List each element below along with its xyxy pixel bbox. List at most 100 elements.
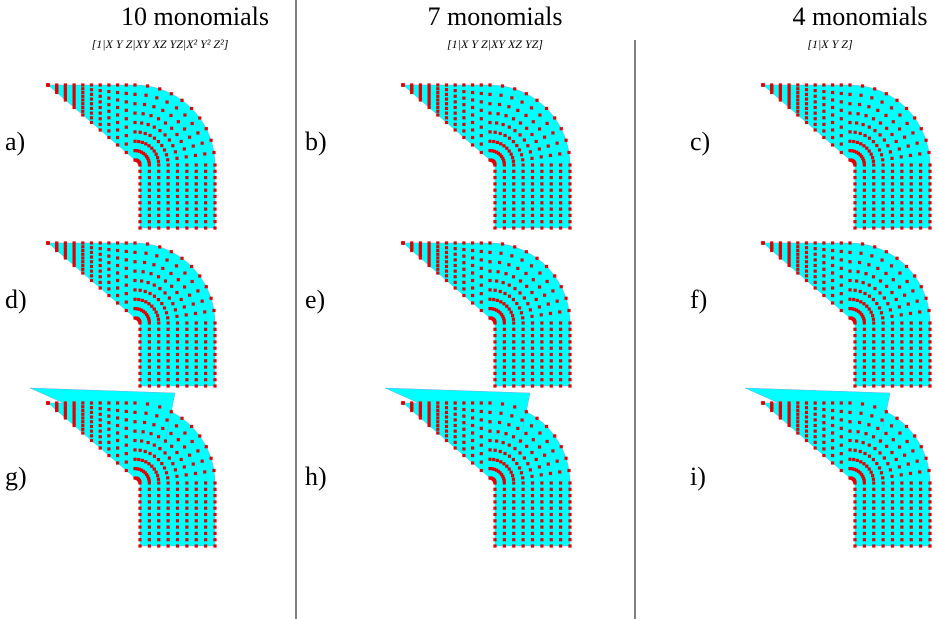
mesh-node <box>140 298 144 303</box>
mesh-node <box>63 243 67 247</box>
mesh-node <box>831 293 835 298</box>
mesh-node <box>862 384 866 388</box>
mesh-node <box>761 83 765 87</box>
mesh-node <box>900 169 904 173</box>
mesh-node <box>865 464 869 468</box>
mesh-node <box>488 420 492 424</box>
mesh-node <box>870 314 875 318</box>
mesh-node <box>194 188 198 192</box>
mesh-node <box>89 92 94 96</box>
mesh-node <box>488 307 492 311</box>
mesh-node <box>853 544 857 548</box>
mesh-node <box>853 448 857 452</box>
mesh-node <box>98 269 102 273</box>
mesh-node <box>540 163 544 167</box>
mesh-node <box>462 414 466 418</box>
mesh-node <box>166 182 170 186</box>
mesh-node <box>862 500 866 504</box>
mesh-node <box>867 263 871 267</box>
mesh-node <box>488 278 492 283</box>
mesh-node <box>853 494 857 498</box>
mesh-node <box>512 365 516 369</box>
mesh-node <box>81 267 85 271</box>
mesh-node <box>512 378 516 382</box>
mesh-node <box>116 301 120 305</box>
mesh-node <box>521 346 525 350</box>
mesh-node <box>839 418 843 422</box>
mesh-node <box>444 120 449 125</box>
mesh-node <box>204 531 208 535</box>
mesh-node <box>135 307 139 311</box>
mesh-node <box>872 321 876 325</box>
mesh-node <box>501 280 505 285</box>
mesh-node <box>72 105 76 110</box>
mesh-node <box>495 439 499 443</box>
mesh-node <box>528 468 533 472</box>
mesh-node <box>204 226 208 230</box>
mesh-node <box>848 269 852 273</box>
mesh-node <box>175 213 180 217</box>
mesh-node <box>530 544 535 548</box>
mesh-node <box>166 220 170 224</box>
mesh-node <box>444 424 449 429</box>
mesh-node <box>138 365 142 369</box>
mesh-node <box>146 474 150 479</box>
mesh-node <box>568 176 572 180</box>
mesh-node <box>453 412 457 416</box>
mesh-node <box>462 421 466 425</box>
mesh-node <box>928 487 932 491</box>
mesh-node <box>512 531 516 535</box>
mesh-node <box>147 352 151 357</box>
mesh-node <box>204 327 208 331</box>
mesh-node <box>804 241 809 245</box>
mesh-node <box>81 109 85 113</box>
mesh-node <box>870 254 874 258</box>
mesh-node <box>499 93 503 97</box>
mesh-node <box>147 207 151 211</box>
mesh-node <box>555 141 559 145</box>
mesh-node <box>462 109 466 113</box>
mesh-node <box>72 401 76 405</box>
mesh-node <box>81 248 85 253</box>
mesh-node <box>787 412 791 416</box>
mesh-node <box>147 182 151 186</box>
panel-label: c) <box>690 127 710 156</box>
mesh-node <box>427 86 431 90</box>
mesh-node <box>147 476 151 481</box>
mesh-node <box>142 260 147 265</box>
mesh-node <box>204 506 208 510</box>
mesh-node <box>546 302 550 306</box>
mesh-node <box>521 220 525 224</box>
mesh-node <box>462 247 466 252</box>
mesh-node <box>137 457 141 462</box>
mesh-node <box>890 450 894 455</box>
mesh-node <box>900 207 904 211</box>
mesh-node <box>194 487 198 491</box>
mesh-node <box>857 420 862 425</box>
mesh-node <box>166 163 170 167</box>
mesh-node <box>401 241 405 245</box>
mesh-node <box>521 531 525 535</box>
mesh-node <box>886 302 890 306</box>
mesh-node <box>154 470 158 474</box>
mesh-node <box>98 401 102 405</box>
mesh-node <box>529 106 534 110</box>
mesh-node <box>878 291 882 295</box>
mesh-node <box>157 352 161 357</box>
mesh-node <box>436 423 440 428</box>
mesh-node <box>528 308 533 312</box>
mesh-node <box>453 286 457 290</box>
mesh-node <box>166 487 170 491</box>
mesh-node <box>200 459 204 463</box>
mesh-node <box>890 544 895 548</box>
mesh-node <box>471 431 475 435</box>
mesh-node <box>928 321 932 325</box>
mesh-node <box>204 201 208 205</box>
mesh-node <box>530 346 535 350</box>
mesh-node <box>116 263 120 268</box>
mesh-node <box>166 371 170 375</box>
mesh-node <box>213 194 217 199</box>
mesh-node <box>853 182 857 186</box>
mesh-node <box>157 531 161 535</box>
mesh-node <box>157 481 161 485</box>
